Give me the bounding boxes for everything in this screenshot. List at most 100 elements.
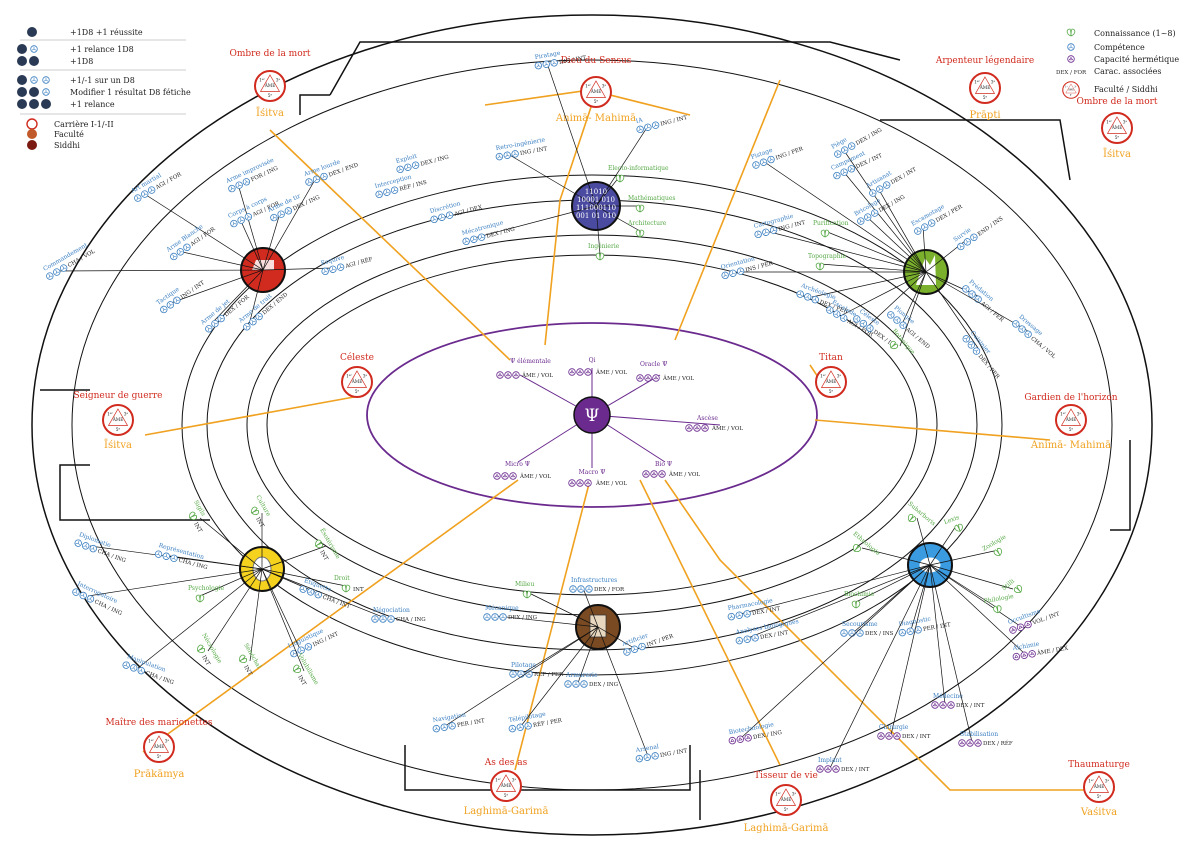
legend-key-label-3: Carac. associées [1094, 67, 1161, 76]
social-knowledge-4: Psychologie [188, 585, 224, 603]
legend-dice-label-1: +1 relance 1D8 [70, 45, 134, 54]
connector [546, 62, 597, 207]
vehicle-skill-0: Infrastructures DEX / FOR [569, 577, 625, 593]
connector [842, 148, 927, 273]
skill-stat: ING / INT [660, 748, 688, 759]
skill-stat: DEX / INT [841, 767, 870, 773]
connector [842, 170, 927, 273]
siddhi-title: Arpenteur légendaire [935, 55, 1034, 66]
siddhi-2: Arpenteur légendaire Prāpti [935, 55, 1034, 121]
siddhi-8: Maître des marionettes Prākāmya [106, 717, 213, 780]
connector [199, 517, 263, 570]
connector [819, 263, 927, 273]
skill-stat: DEX / INT [760, 630, 789, 641]
skill-stat: DEX / ING [589, 682, 618, 688]
connector [577, 626, 599, 684]
career-icon [26, 118, 38, 130]
connector [595, 205, 601, 255]
skill-stat: CHA / ING [145, 670, 175, 686]
knowledge-icon [1066, 28, 1076, 37]
connector [925, 271, 979, 349]
tech-knowledge-2: Architecture [627, 220, 667, 238]
skill-name: Chirurgie [879, 724, 909, 731]
connector [597, 626, 635, 649]
connector [765, 230, 927, 273]
skill-stat: END / INS [977, 216, 1005, 238]
vehicle-skill-4: Armurerie DEX / ING [564, 672, 618, 688]
legend-dice-label-5: +1 relance [70, 100, 115, 109]
skill-stat: ING / INT [180, 280, 206, 301]
connector [177, 250, 264, 271]
skill-stat: ÂME / DEX [1036, 645, 1069, 658]
connector [929, 550, 995, 566]
top-frame [299, 41, 901, 115]
die-icon [27, 27, 37, 37]
connector [929, 564, 997, 608]
skill-name: Armurerie [565, 672, 598, 679]
siddhi-icon [27, 140, 37, 150]
siddhi-3: Ombre de la mort Īśitva [1076, 97, 1157, 160]
skill-stat: ING / PER [775, 146, 805, 162]
skill-name: Pilotage [511, 662, 536, 669]
bio-skill-2: Secourisme DEX / INS [840, 621, 894, 637]
siddhi-7: Gardien de l'horizon Animā- Mahimā [1024, 393, 1117, 451]
connector [595, 125, 649, 207]
center-cluster: Ψ [366, 322, 818, 508]
skill-stat: ING / INT [559, 55, 587, 66]
legend-key-label-4: Faculté / Siddhi [1094, 85, 1158, 94]
skill-name: Bio Ψ [655, 461, 673, 468]
skill-name: Ψ élémentale [510, 358, 551, 365]
knowledge-name: Purification [813, 220, 849, 227]
skill-stat: DEX / ING [855, 127, 883, 147]
tech-skill-1: IA ING / INT [635, 115, 688, 134]
siddhi-name: Prāpti [969, 110, 1000, 121]
knowledge-name: Stilli [1001, 578, 1016, 593]
skill-stat: CHA / VOL [1029, 336, 1056, 360]
siddhi-badges: Ombre de la mort Īśitva Dieu du Sensus A… [74, 49, 1158, 834]
connector [249, 269, 264, 322]
knowledge-stat: INT [200, 655, 211, 668]
connector [877, 187, 927, 273]
hermetic-icon [1067, 55, 1075, 63]
connector [142, 192, 264, 271]
siddhi-1: Dieu du Sensus Animā- Mahimā [555, 56, 636, 124]
connector [747, 564, 931, 639]
connector [261, 545, 327, 570]
siddhi-0: Ombre de la mort Īśitva [229, 49, 310, 119]
center-skill-5: Macro Ψ ÂME / VOL [568, 469, 627, 487]
connector [211, 269, 264, 324]
connector [526, 591, 599, 628]
right-frame [880, 119, 1131, 531]
connector [261, 568, 301, 650]
connector [597, 626, 649, 757]
siddhi-title: Thaumaturge [1068, 760, 1130, 770]
skill-name: Oracle Ψ [640, 361, 668, 368]
skill-name: Micro Ψ [505, 461, 531, 468]
legend-marker-label-2: Siddhi [54, 141, 80, 150]
connector [899, 271, 927, 347]
connector [199, 568, 263, 597]
connector [855, 564, 931, 603]
connector [522, 626, 599, 674]
skill-name: Piratage [534, 50, 561, 61]
siddhi-name: Laghimā-Garimā [464, 806, 549, 817]
bottom-frame [404, 745, 701, 820]
connector [169, 555, 263, 570]
skill-stat: AGI / PER [979, 300, 1006, 324]
knowledge-stat: INT [296, 675, 307, 688]
connector [922, 225, 927, 273]
skill-stat: DEX / INT [956, 703, 985, 709]
connector [520, 626, 599, 727]
connector [890, 564, 931, 736]
